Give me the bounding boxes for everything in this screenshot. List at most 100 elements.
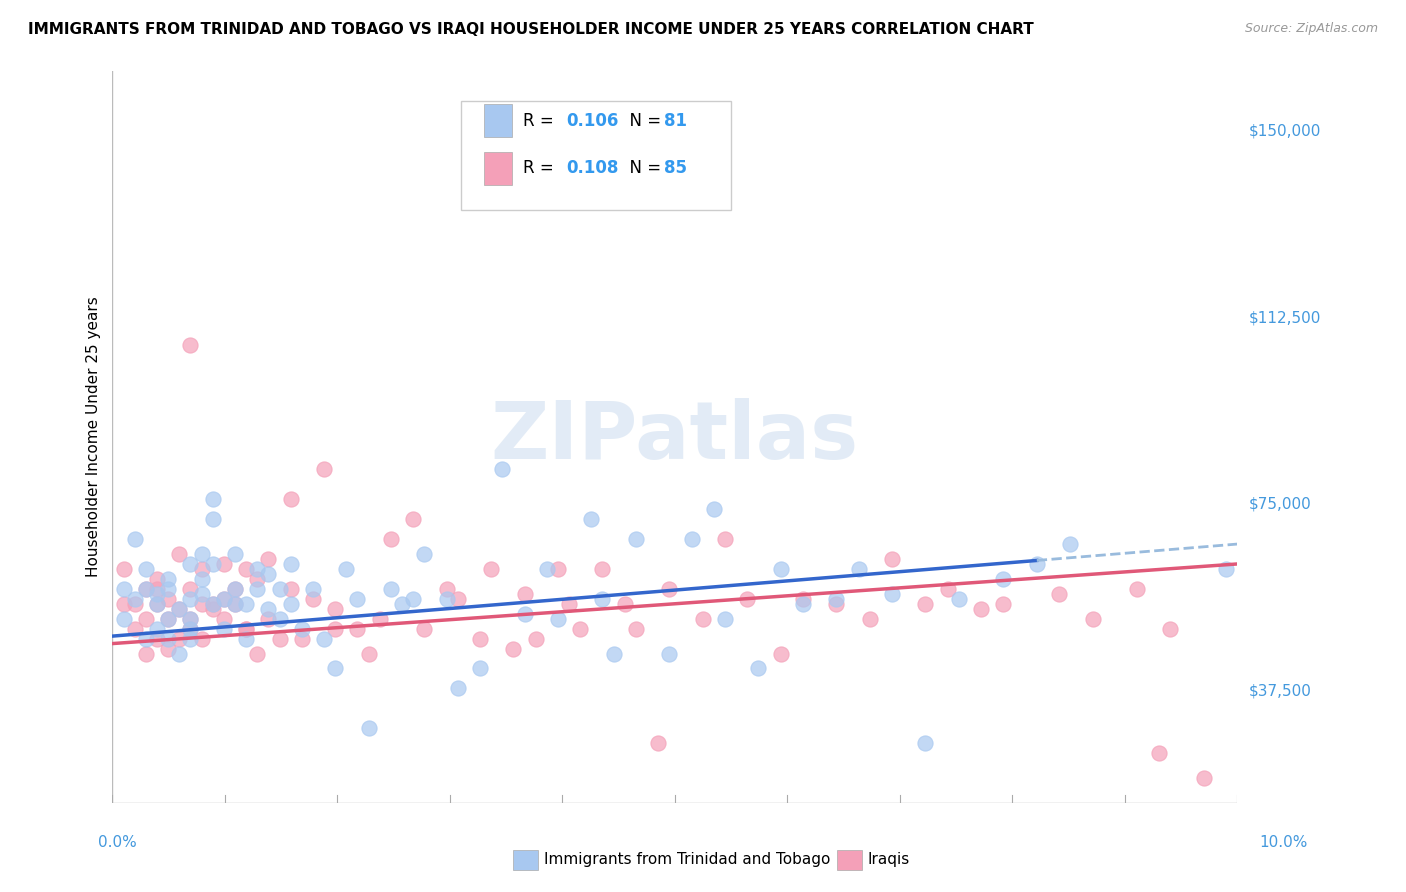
Point <box>613 597 636 611</box>
Point <box>1149 746 1171 760</box>
Point <box>169 647 191 661</box>
Point <box>880 587 903 601</box>
Point <box>368 612 391 626</box>
Text: $75,000: $75,000 <box>1249 497 1312 512</box>
Point <box>291 632 314 646</box>
Point <box>1059 537 1081 551</box>
Point <box>146 597 169 611</box>
Point <box>201 512 224 526</box>
FancyBboxPatch shape <box>484 104 512 137</box>
Point <box>312 462 335 476</box>
Point <box>112 562 135 576</box>
Point <box>201 492 224 507</box>
Point <box>624 622 647 636</box>
Text: Iraqis: Iraqis <box>868 853 910 867</box>
Point <box>346 591 368 606</box>
Point <box>224 582 246 596</box>
Point <box>212 622 235 636</box>
Point <box>513 607 536 621</box>
Text: 81: 81 <box>664 112 686 129</box>
Point <box>235 597 257 611</box>
Text: 0.106: 0.106 <box>565 112 619 129</box>
Point <box>157 591 180 606</box>
Point <box>592 562 614 576</box>
Point <box>124 591 146 606</box>
Point <box>157 612 180 626</box>
Point <box>169 601 191 615</box>
Point <box>135 647 157 661</box>
Point <box>157 641 180 656</box>
Point <box>124 597 146 611</box>
Text: ZIPatlas: ZIPatlas <box>491 398 859 476</box>
Point <box>224 547 246 561</box>
Point <box>280 492 302 507</box>
Point <box>112 597 135 611</box>
Point <box>190 597 212 611</box>
Point <box>335 562 357 576</box>
Point <box>146 572 169 586</box>
Y-axis label: Householder Income Under 25 years: Householder Income Under 25 years <box>86 297 101 577</box>
Point <box>714 532 737 546</box>
Point <box>323 601 346 615</box>
Point <box>146 587 169 601</box>
Point <box>179 612 201 626</box>
Point <box>201 597 224 611</box>
Text: Immigrants from Trinidad and Tobago: Immigrants from Trinidad and Tobago <box>544 853 831 867</box>
Point <box>112 612 135 626</box>
Point <box>436 582 458 596</box>
Point <box>212 557 235 571</box>
Point <box>859 612 882 626</box>
Point <box>235 632 257 646</box>
Point <box>179 582 201 596</box>
Text: 0.108: 0.108 <box>565 160 619 178</box>
Point <box>769 562 792 576</box>
Point <box>1215 562 1237 576</box>
Text: IMMIGRANTS FROM TRINIDAD AND TOBAGO VS IRAQI HOUSEHOLDER INCOME UNDER 25 YEARS C: IMMIGRANTS FROM TRINIDAD AND TOBAGO VS I… <box>28 22 1033 37</box>
Point <box>146 582 169 596</box>
Point <box>291 622 314 636</box>
Point <box>681 532 703 546</box>
Text: $37,500: $37,500 <box>1249 683 1312 698</box>
Point <box>993 572 1015 586</box>
Point <box>246 582 269 596</box>
Point <box>190 587 212 601</box>
Point <box>257 566 280 581</box>
Point <box>135 582 157 596</box>
Point <box>447 591 470 606</box>
Point <box>468 632 491 646</box>
Point <box>157 572 180 586</box>
Point <box>747 661 769 675</box>
Point <box>592 591 614 606</box>
Point <box>468 661 491 675</box>
Text: 0.0%: 0.0% <box>98 836 138 850</box>
Point <box>502 641 524 656</box>
Point <box>769 647 792 661</box>
Point <box>135 562 157 576</box>
Point <box>491 462 513 476</box>
Text: $112,500: $112,500 <box>1249 310 1320 326</box>
Point <box>447 681 470 696</box>
Point <box>302 582 325 596</box>
Point <box>792 591 814 606</box>
Text: R =: R = <box>523 160 560 178</box>
Point <box>1126 582 1149 596</box>
Text: 10.0%: 10.0% <box>1260 836 1308 850</box>
Point <box>647 736 669 750</box>
Text: Source: ZipAtlas.com: Source: ZipAtlas.com <box>1244 22 1378 36</box>
Point <box>1192 771 1215 785</box>
Point <box>246 647 269 661</box>
Point <box>848 562 870 576</box>
Point <box>179 338 201 352</box>
Point <box>391 597 413 611</box>
Point <box>413 547 436 561</box>
Point <box>323 661 346 675</box>
Point <box>179 557 201 571</box>
Point <box>235 622 257 636</box>
Point <box>536 562 558 576</box>
Point <box>357 721 380 735</box>
Point <box>1025 557 1047 571</box>
Point <box>1159 622 1181 636</box>
Point <box>179 591 201 606</box>
Point <box>257 612 280 626</box>
Point <box>602 647 624 661</box>
